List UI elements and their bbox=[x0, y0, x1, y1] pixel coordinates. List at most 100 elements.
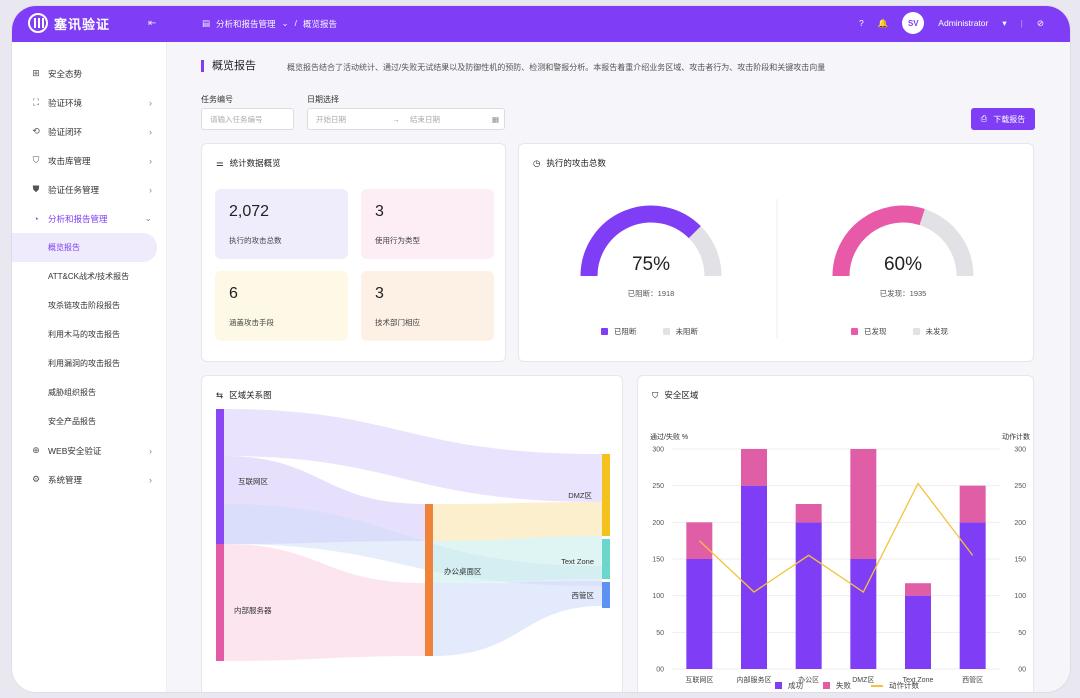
bar-success[interactable] bbox=[686, 559, 713, 669]
download-report-button[interactable]: ⎙ 下载报告 bbox=[971, 108, 1035, 130]
chevron-right-icon: › bbox=[149, 474, 152, 485]
sidebar-item-reports[interactable]: ◔ 分析和报告管理 ⌄ bbox=[12, 204, 166, 233]
node-textzone[interactable] bbox=[602, 539, 610, 579]
bar-fail[interactable] bbox=[795, 504, 822, 523]
bar-fail[interactable] bbox=[905, 583, 931, 596]
sidebar-subitem-threat-group[interactable]: 威胁组织报告 bbox=[48, 388, 96, 397]
legend-fail[interactable]: 失败 bbox=[836, 681, 851, 690]
calendar-icon[interactable]: ▦ bbox=[492, 114, 500, 124]
flow-icon: ⇆ bbox=[216, 389, 224, 400]
logo[interactable]: 塞讯验证 bbox=[28, 13, 110, 33]
legend-swatch-fail bbox=[823, 682, 830, 689]
loop-icon: ⟲ bbox=[32, 126, 40, 136]
node-textzone-label: Text Zone bbox=[561, 557, 594, 566]
bar-success[interactable] bbox=[905, 595, 931, 669]
header-actions: ? 🔔 SV Administrator ▾ | ⊘ bbox=[859, 12, 1044, 34]
chevron-right-icon: › bbox=[149, 97, 152, 108]
sidebar-subitem-vulnerability[interactable]: 利用漏洞的攻击报告 bbox=[48, 359, 120, 368]
legend-swatch-actions bbox=[871, 684, 883, 687]
sidebar-subitem-trojan[interactable]: 利用木马的攻击报告 bbox=[48, 330, 120, 339]
chevron-right-icon: › bbox=[149, 445, 152, 456]
sidebar-item-environment[interactable]: ⛶ 验证环境 › bbox=[12, 88, 166, 117]
sidebar-subitem-overview[interactable]: 概览报告 bbox=[12, 233, 157, 262]
bar-fail[interactable] bbox=[850, 449, 877, 559]
legend-actions[interactable]: 动作计数 bbox=[889, 681, 919, 690]
left-axis-title: 通过/失败 % bbox=[650, 432, 688, 441]
date-end[interactable]: 结束日期 bbox=[410, 114, 440, 124]
node-office[interactable] bbox=[425, 504, 433, 656]
gauge-blocked-percent: 75% bbox=[631, 254, 671, 275]
right-axis-title: 动作计数 bbox=[1002, 432, 1030, 441]
logout-icon[interactable]: ⊘ bbox=[1036, 17, 1044, 28]
sidebar-subitem-security-product[interactable]: 安全产品报告 bbox=[48, 417, 96, 426]
legend-blocked[interactable]: 已阻断 bbox=[614, 327, 637, 336]
breadcrumb-parent[interactable]: 分析和报告管理 bbox=[216, 19, 276, 29]
sidebar-item-label: 验证闭环 bbox=[48, 126, 83, 137]
bar-success[interactable] bbox=[959, 522, 986, 669]
gear-icon: ⚙ bbox=[31, 474, 41, 484]
bar-fail[interactable] bbox=[686, 522, 713, 559]
sidebar-item-closed-loop[interactable]: ⟲ 验证闭环 › bbox=[12, 117, 166, 146]
zone-relation-card: ⇆ 区域关系图 互联网区 内部服务器 办公桌面区 DMZ区 Text Zo bbox=[201, 375, 623, 692]
sidebar-item-label: WEB安全验证 bbox=[48, 445, 102, 456]
node-internet[interactable] bbox=[216, 409, 224, 544]
shield-icon: ⛉ bbox=[652, 389, 659, 400]
legend-undiscovered[interactable]: 未发现 bbox=[925, 327, 949, 336]
sidebar-item-attack-library[interactable]: ⛉ 攻击库管理 › bbox=[12, 146, 166, 175]
sidebar-item-tasks[interactable]: ⛊ 验证任务管理 › bbox=[12, 175, 166, 204]
x-tick-label: 互联网区 bbox=[685, 675, 713, 684]
legend-swatch-blocked bbox=[601, 328, 608, 335]
node-internal[interactable] bbox=[216, 544, 224, 661]
help-icon[interactable]: ? bbox=[858, 18, 864, 28]
gauge-blocked bbox=[580, 205, 722, 277]
bar-success[interactable] bbox=[795, 522, 822, 669]
gauge-blocked-legend: 已阻断 未阻断 bbox=[601, 326, 698, 337]
chevron-down-icon[interactable]: ⌄ bbox=[281, 18, 289, 28]
date-start[interactable]: 开始日期 bbox=[316, 114, 346, 124]
sidebar-subitem-kill-chain[interactable]: 攻杀链攻击阶段报告 bbox=[48, 301, 120, 310]
y-tick-label: 200 bbox=[652, 520, 664, 527]
date-range-picker[interactable]: 开始日期 → 结束日期 ▦ bbox=[307, 108, 505, 130]
avatar[interactable]: SV bbox=[902, 12, 925, 34]
logo-icon bbox=[28, 13, 48, 33]
bell-icon[interactable]: 🔔 bbox=[877, 17, 889, 28]
y-tick-label: 250 bbox=[652, 483, 664, 490]
collapse-sidebar-icon[interactable]: ⇤ bbox=[148, 18, 157, 29]
attacks-total-card: ◷ 执行的攻击总数 75% 已阻断：1918 已阻断 未阻断 60% 已发现：19… bbox=[518, 143, 1034, 362]
header-divider: | bbox=[1020, 18, 1023, 28]
sidebar-subitem-attack-tactics[interactable]: ATT&CK战术/技术报告 bbox=[48, 272, 130, 281]
stats-card-title: ⚌ 统计数据概览 bbox=[216, 157, 281, 169]
user-menu-caret-icon[interactable]: ▾ bbox=[1002, 17, 1007, 28]
sidebar-item-system[interactable]: ⚙ 系统管理 › bbox=[12, 465, 166, 494]
legend-success[interactable]: 成功 bbox=[788, 681, 803, 690]
network-icon: ⛶ bbox=[32, 97, 40, 107]
user-name[interactable]: Administrator bbox=[938, 18, 989, 28]
stat-label: 执行的攻击总数 bbox=[229, 236, 282, 245]
stat-value: 3 bbox=[375, 203, 384, 220]
task-id-label: 任务编号 bbox=[201, 95, 233, 104]
stats-overview-card: ⚌ 统计数据概览 2,072 执行的攻击总数 3 使用行为类型 6 涵盖攻击手段 3 技术… bbox=[201, 143, 506, 362]
y2-tick-label: 250 bbox=[1014, 483, 1026, 490]
sidebar-item-web-security[interactable]: ⊕ WEB安全验证 › bbox=[12, 436, 166, 465]
stat-departments: 3 技术部门相应 bbox=[361, 271, 494, 341]
node-dmz[interactable] bbox=[602, 454, 610, 536]
y2-tick-label: 00 bbox=[1018, 667, 1026, 674]
legend-unblocked[interactable]: 未阻断 bbox=[675, 327, 699, 336]
line-action-count[interactable] bbox=[698, 482, 974, 593]
pie-chart-icon: ◔ bbox=[33, 213, 39, 224]
legend-swatch-undiscovered bbox=[912, 328, 920, 335]
main-content: 概览报告 概览报告结合了活动统计、通过/失败无试结果以及防御性机的预防、检测和警… bbox=[179, 42, 1070, 692]
task-id-input[interactable]: 请输入任务编号 bbox=[201, 108, 294, 130]
legend-discovered[interactable]: 已发现 bbox=[864, 327, 887, 336]
bar-fail[interactable] bbox=[959, 485, 986, 523]
node-wan[interactable] bbox=[602, 582, 610, 608]
legend-swatch-success bbox=[775, 682, 782, 689]
bar-fail[interactable] bbox=[741, 449, 767, 486]
bar-success[interactable] bbox=[850, 559, 877, 669]
sidebar-item-security-overview[interactable]: ⊞ 安全态势 bbox=[12, 59, 166, 88]
clock-icon: ◷ bbox=[533, 157, 541, 168]
zones-card-title: ⛉ 安全区域 bbox=[652, 389, 698, 401]
zones-chart-svg: 通过/失败 % 动作计数 00 00 50 50 100 100 150 150 200 200 2… bbox=[650, 432, 1030, 684]
bar-success[interactable] bbox=[741, 485, 767, 669]
y2-tick-label: 150 bbox=[1014, 557, 1026, 564]
